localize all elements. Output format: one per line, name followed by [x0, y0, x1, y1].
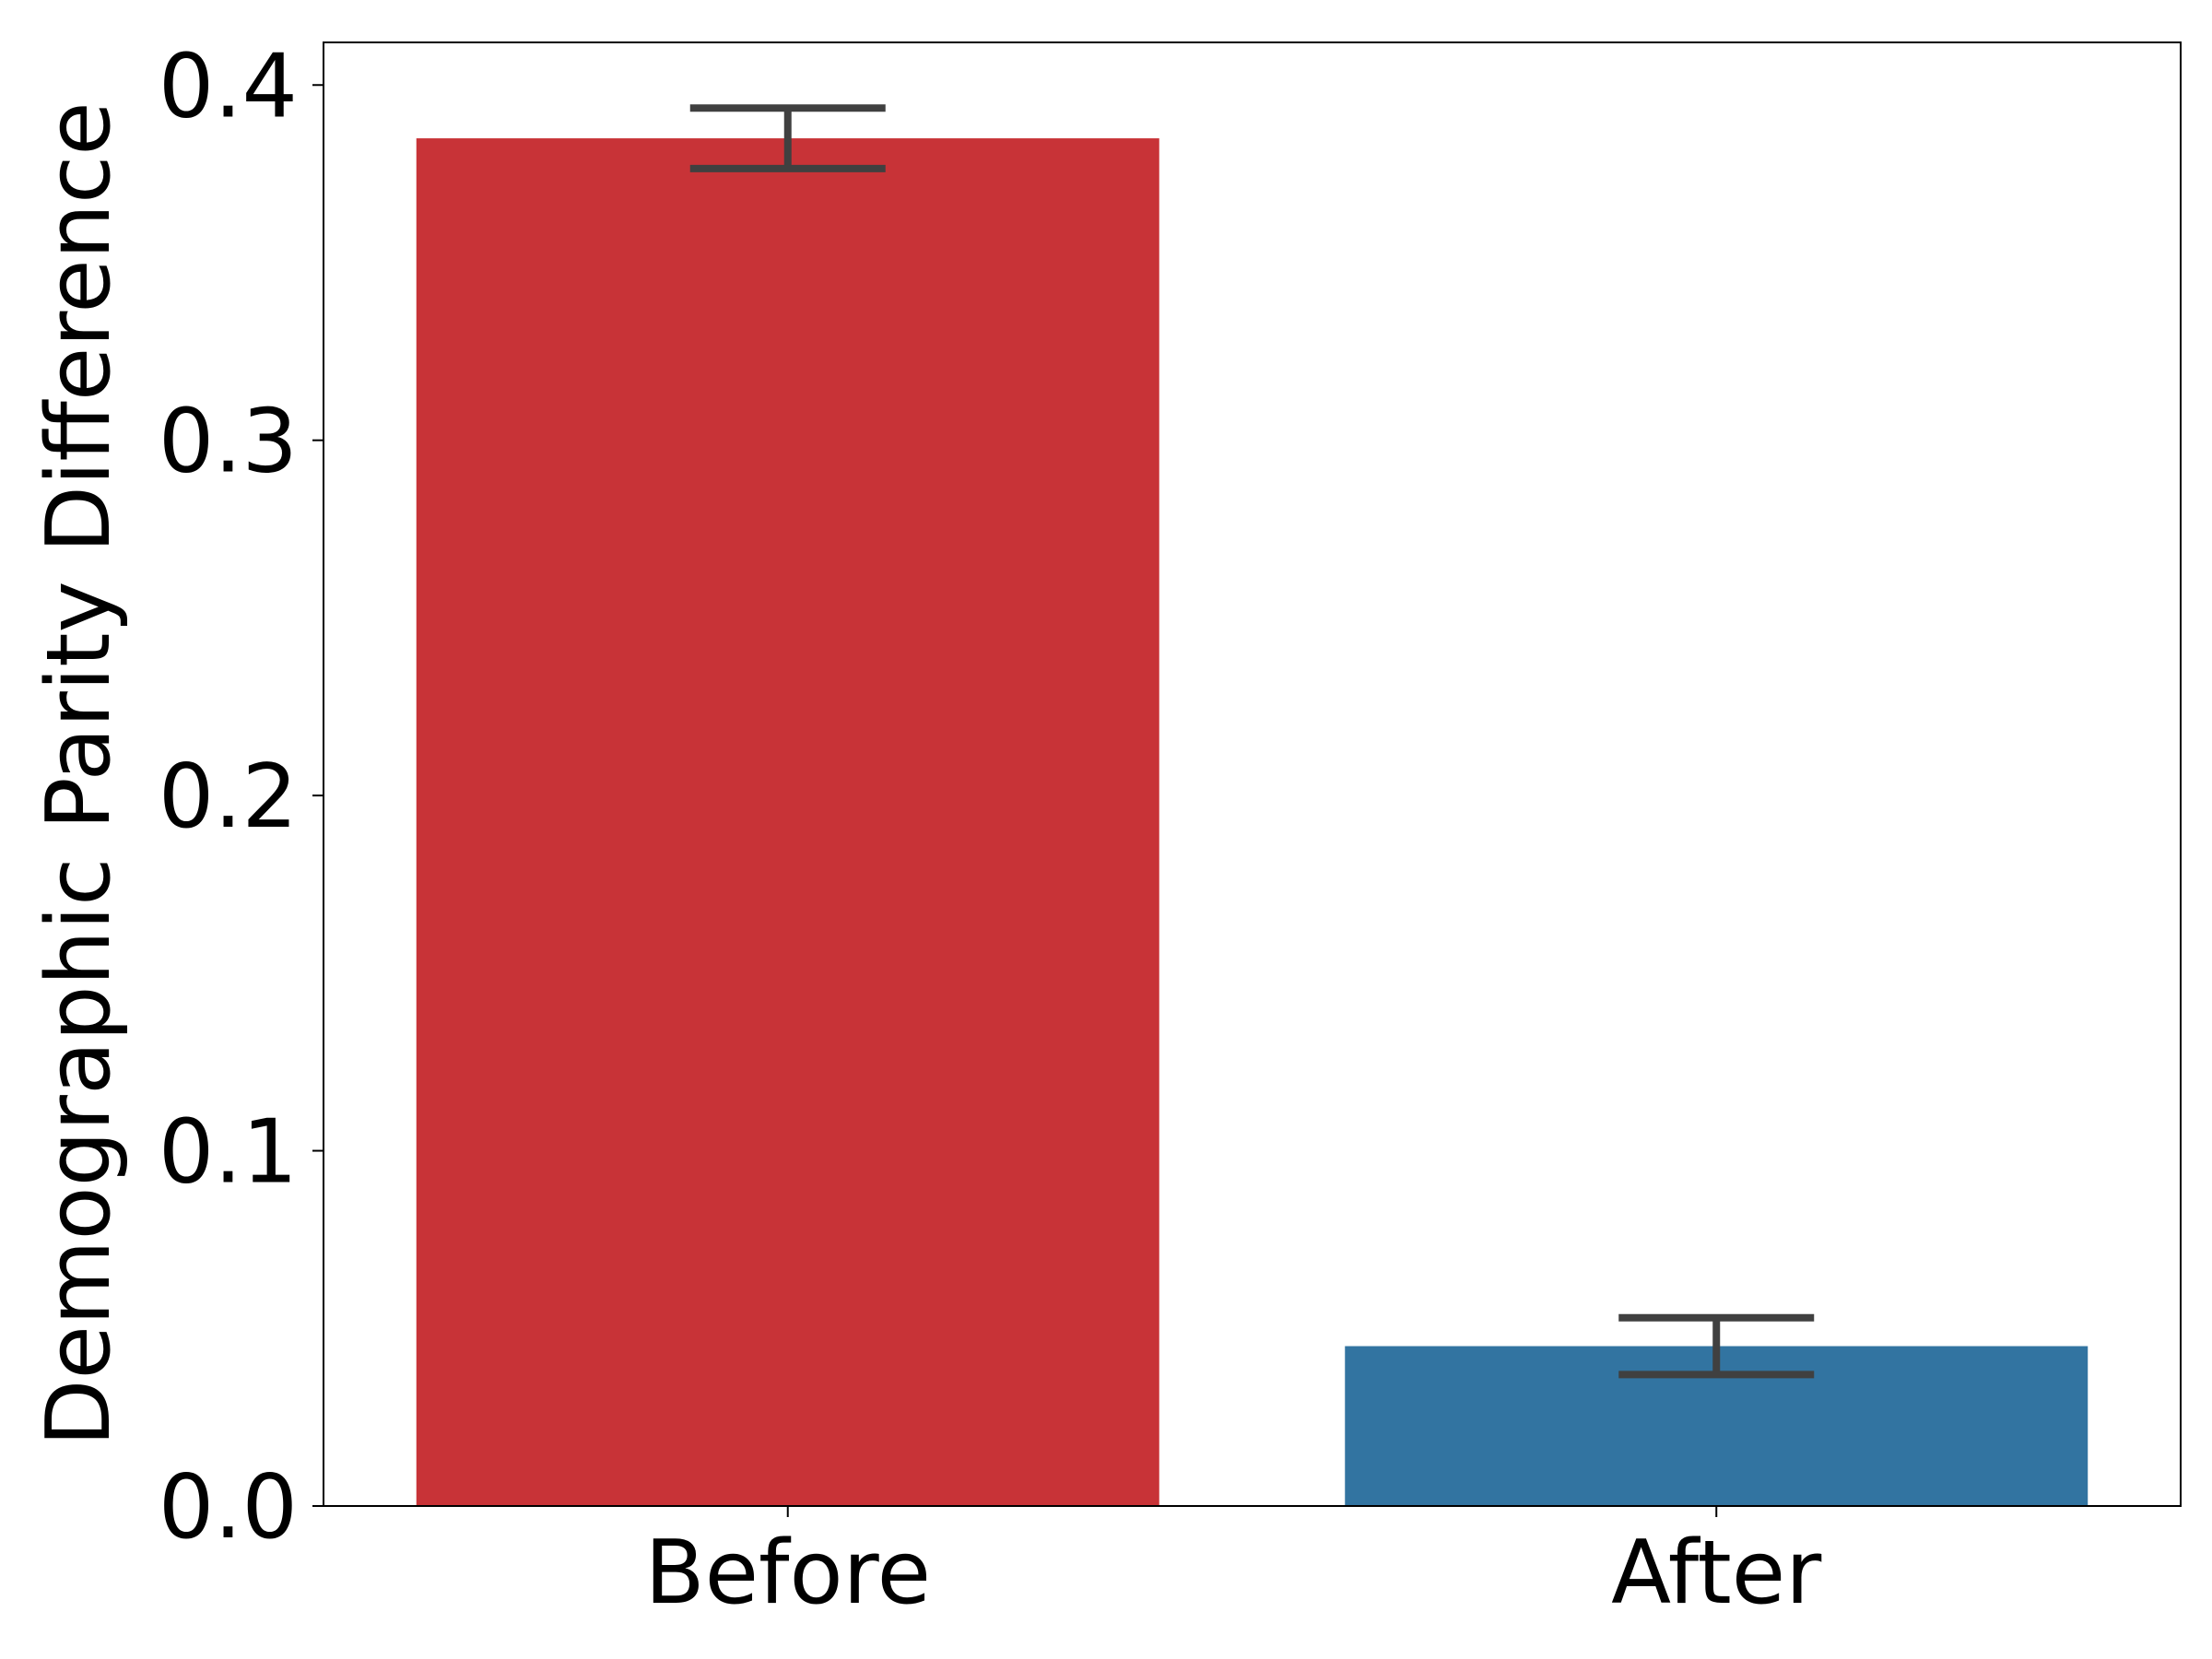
y-tick-label: 0.3 — [159, 392, 298, 493]
y-tick-label: 0.0 — [159, 1457, 298, 1559]
error-bar — [1618, 1313, 1815, 1379]
plot-frame — [323, 41, 2182, 1507]
y-axis-label: Demographic Parity Difference — [29, 101, 130, 1446]
y-tick-label: 0.2 — [159, 747, 298, 848]
y-tick-label: 0.4 — [159, 36, 298, 137]
x-tick-label: Before — [644, 1523, 931, 1624]
x-tick-label: After — [1611, 1523, 1822, 1624]
error-bar — [689, 104, 886, 172]
bar — [416, 138, 1159, 1506]
y-tick-label: 0.1 — [159, 1102, 298, 1204]
